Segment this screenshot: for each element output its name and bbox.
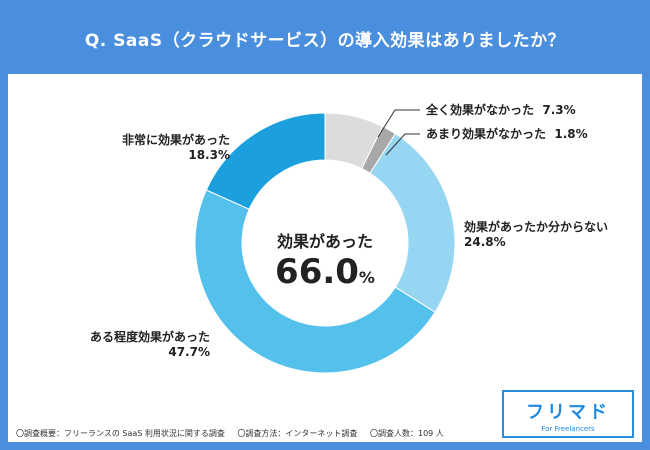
logo-name: フリマド: [526, 402, 610, 423]
label-very-value: 18.3%: [188, 148, 230, 162]
center-label: 効果があった: [276, 232, 373, 251]
footnote-summary: 〇調査概要：フリーランスの SaaS 利用状況に関する調査: [16, 429, 225, 438]
label-little-text: あまり効果がなかった: [426, 127, 547, 141]
leader-lines: [377, 109, 420, 156]
logo-tagline: For Freelancers: [541, 425, 595, 433]
label-little: あまり効果がなかった 1.8%: [426, 127, 588, 142]
center-value: 66.0: [275, 252, 359, 292]
label-little-value: 1.8%: [554, 127, 588, 141]
label-somewhat: ある程度効果があった 47.7%: [82, 330, 210, 360]
footnote-respondents: 〇調査人数：109 人: [369, 429, 444, 438]
header-slant: [0, 0, 650, 74]
center-unit: %: [358, 268, 375, 287]
leader-line-little: [385, 133, 420, 156]
label-very-text: 非常に効果があった: [121, 133, 230, 147]
label-unknown-text: 効果があったか分からない: [464, 220, 609, 234]
label-very: 非常に効果があった 18.3%: [100, 133, 230, 163]
label-none: 全く効果がなかった 7.3%: [426, 103, 576, 118]
donut-center: 効果があった 66.0%: [245, 228, 405, 292]
leader-line-none: [377, 109, 420, 138]
header-banner: Q. SaaS（クラウドサービス）の導入効果はありましたか？: [0, 0, 650, 74]
label-somewhat-text: ある程度効果があった: [89, 330, 210, 344]
chart-title: Q. SaaS（クラウドサービス）の導入効果はありましたか？: [84, 31, 566, 51]
label-unknown: 効果があったか分からない 24.8%: [464, 220, 608, 250]
footnote-method: 〇調査方法：インターネット調査: [237, 429, 358, 438]
label-somewhat-value: 47.7%: [168, 345, 210, 359]
label-unknown-value: 24.8%: [464, 235, 506, 249]
footnote: 〇調査概要：フリーランスの SaaS 利用状況に関する調査 〇調査方法：インター…: [16, 428, 454, 439]
brand-logo: フリマド For Freelancers: [502, 390, 634, 438]
label-none-text: 全く効果がなかった: [426, 103, 535, 117]
slice-very-effective: [205, 112, 326, 210]
label-none-value: 7.3%: [542, 103, 576, 117]
donut-slices: [194, 112, 456, 374]
slice-somewhat-effective: [194, 189, 436, 374]
